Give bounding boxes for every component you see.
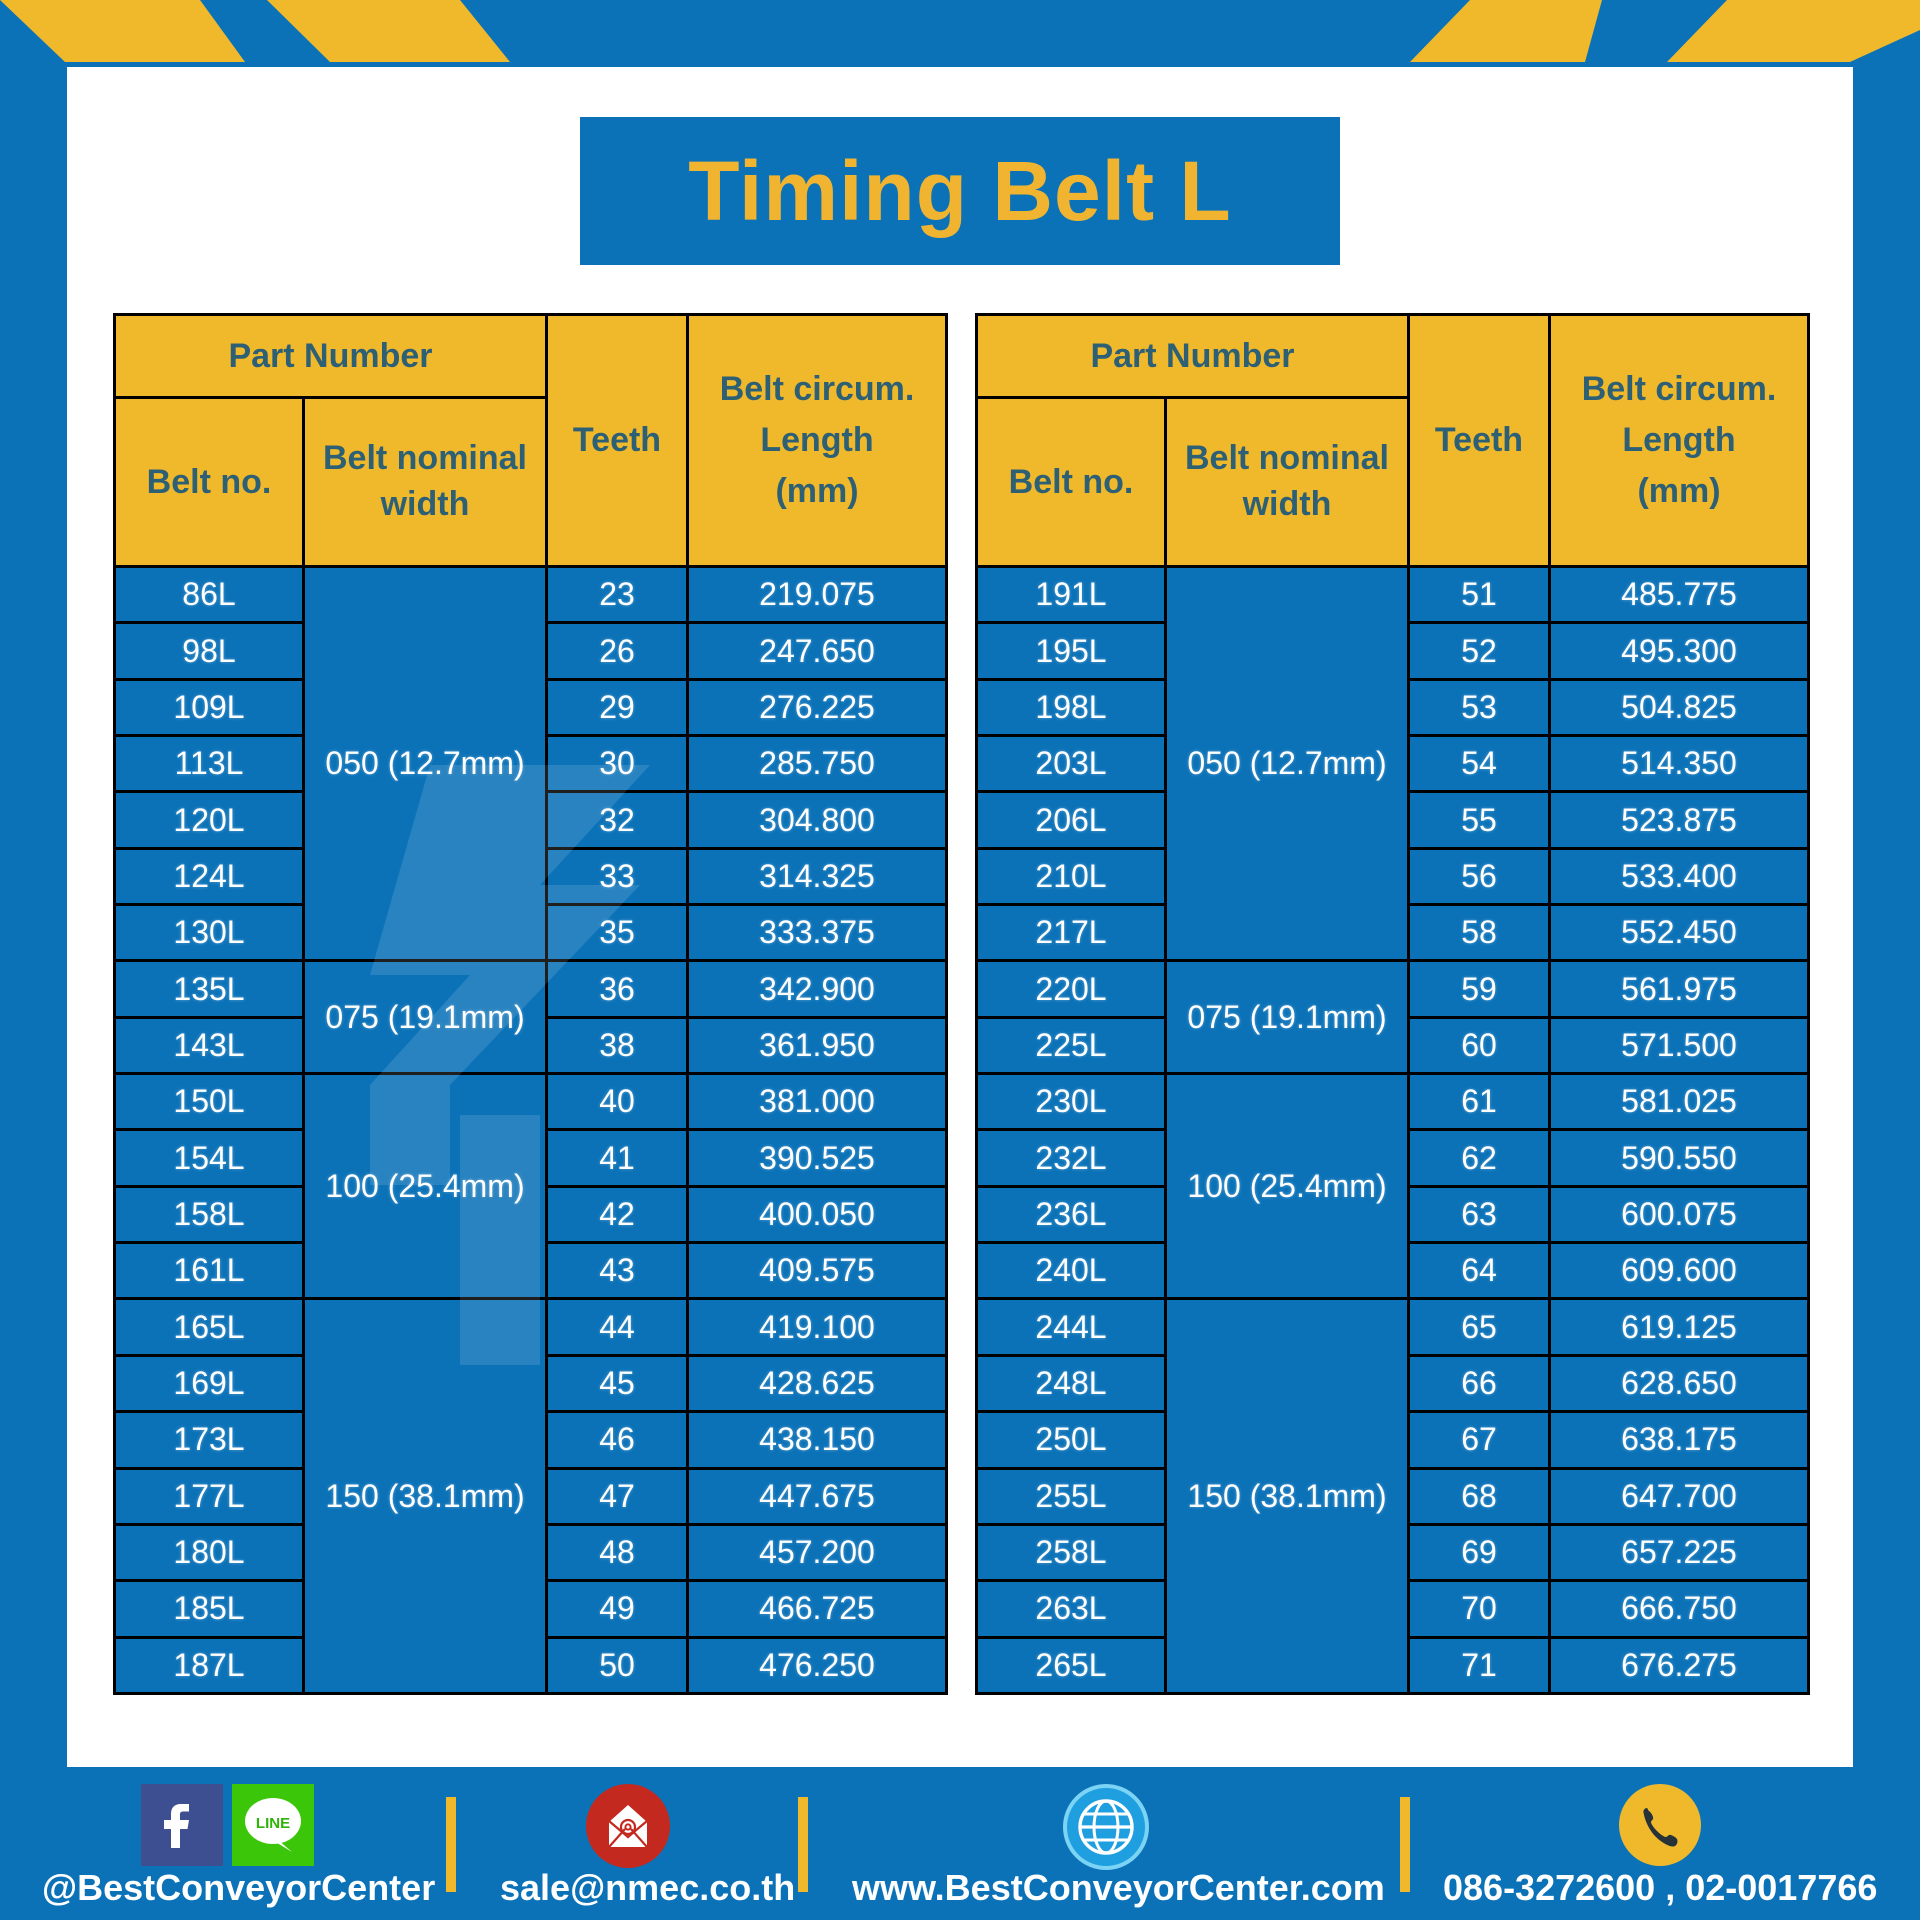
svg-text:LINE: LINE	[256, 1815, 290, 1832]
